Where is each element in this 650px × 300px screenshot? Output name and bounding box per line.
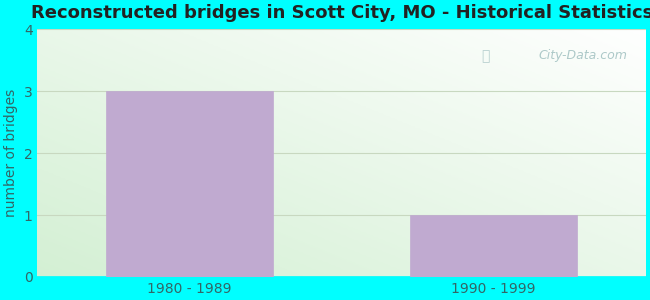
Text: ⓘ: ⓘ (482, 49, 490, 63)
Bar (106, 91, 273, 277)
Bar (410, 215, 577, 277)
Y-axis label: number of bridges: number of bridges (4, 89, 18, 217)
Text: City-Data.com: City-Data.com (539, 49, 628, 62)
Title: Reconstructed bridges in Scott City, MO - Historical Statistics: Reconstructed bridges in Scott City, MO … (31, 4, 650, 22)
